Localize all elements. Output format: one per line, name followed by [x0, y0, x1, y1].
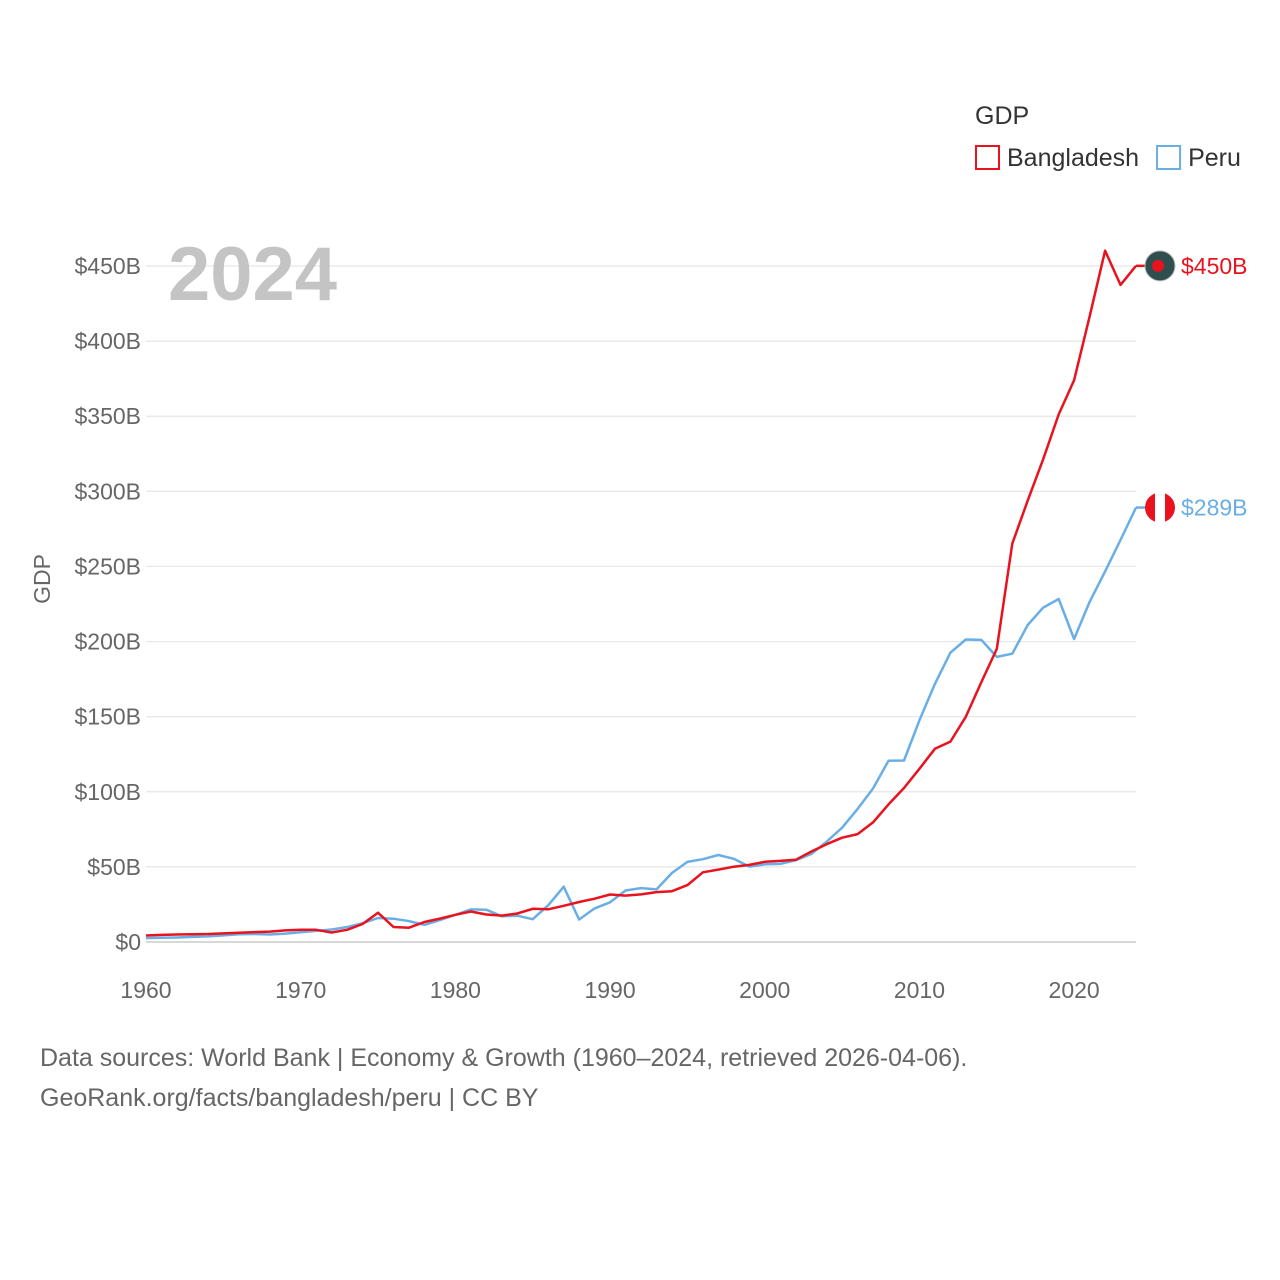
y-tick-label: $400B	[74, 328, 141, 354]
peru-flag-icon	[1145, 492, 1175, 523]
x-tick-label: 1980	[430, 977, 481, 1003]
x-tick-label: 2010	[894, 977, 945, 1003]
x-tick-label: 1970	[275, 977, 326, 1003]
end-value-label-peru: $289B	[1181, 495, 1248, 521]
end-value-label-bangladesh: $450B	[1181, 253, 1248, 279]
legend-label-bangladesh: Bangladesh	[1007, 144, 1139, 172]
y-tick-label: $250B	[74, 553, 141, 579]
legend-title: GDP	[975, 102, 1029, 130]
year-watermark: 2024	[168, 232, 337, 317]
y-tick-label: $50B	[87, 854, 141, 880]
x-tick-label: 1990	[584, 977, 635, 1003]
series-line-peru	[145, 507, 1138, 940]
source-line-2: GeoRank.org/facts/bangladesh/peru | CC B…	[40, 1084, 539, 1112]
gridlines	[146, 265, 1136, 868]
y-tick-label: $450B	[74, 253, 141, 279]
y-tick-label: $100B	[74, 779, 141, 805]
legend-label-peru: Peru	[1188, 144, 1241, 172]
y-tick-label: $350B	[74, 403, 141, 429]
y-tick-label: $300B	[74, 478, 141, 504]
legend-swatch-peru	[1156, 145, 1182, 170]
bangladesh-flag-disc	[1152, 259, 1164, 272]
end-markers: $450B $289B	[1136, 250, 1248, 523]
x-tick-label: 2000	[739, 977, 790, 1003]
source-line-1: Data sources: World Bank | Economy & Gro…	[40, 1044, 968, 1072]
y-tick-label: $200B	[74, 629, 141, 655]
y-axis-label: GDP	[29, 554, 55, 604]
y-axis-ticks: $0 $50B $100B $150B $200B $250B $300B $350B $400…	[74, 253, 141, 955]
x-axis-ticks: 1960 1970 1980 1990 2000 2010 2020	[120, 977, 1099, 1003]
y-tick-label: $150B	[74, 704, 141, 730]
series-line-bangladesh	[145, 249, 1137, 937]
x-tick-label: 2020	[1049, 977, 1100, 1003]
legend-swatch-bangladesh	[975, 145, 1000, 170]
y-tick-label: $0	[115, 929, 141, 955]
series-lines	[145, 249, 1138, 940]
x-tick-label: 1960	[120, 977, 171, 1003]
legend: GDP Bangladesh Peru	[975, 102, 1241, 172]
